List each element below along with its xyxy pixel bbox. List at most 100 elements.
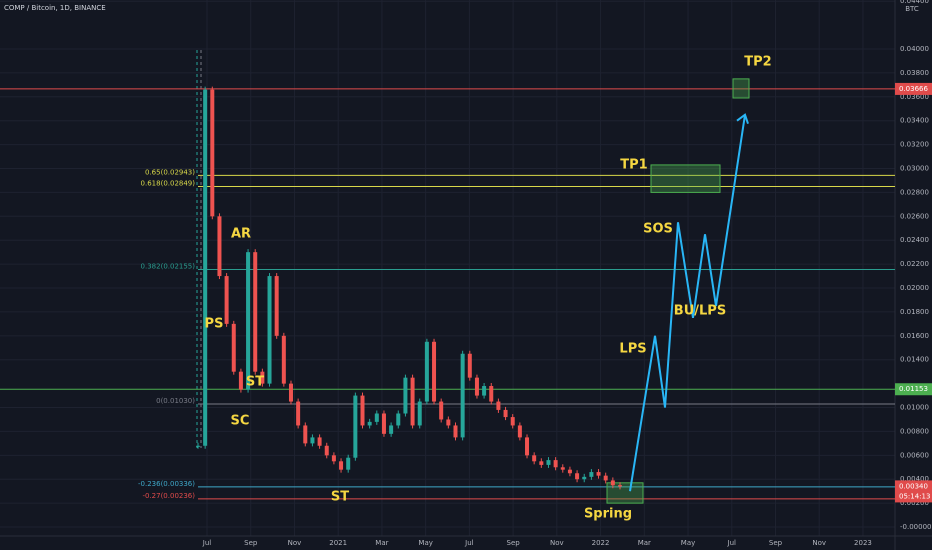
annotation: ST <box>331 490 349 505</box>
candle <box>553 460 558 468</box>
annotation: TP2 <box>744 55 771 70</box>
candle <box>403 377 408 414</box>
candle <box>288 383 293 402</box>
candle <box>453 425 458 438</box>
target-box <box>606 482 644 504</box>
fib-label: 0(0.01030) <box>156 397 195 405</box>
candle <box>281 335 286 384</box>
candle <box>317 437 322 446</box>
candle <box>353 395 358 458</box>
candle <box>560 467 565 470</box>
candle <box>217 216 222 277</box>
price-tick-label: 0.03000 <box>900 165 929 173</box>
candle <box>467 353 472 378</box>
annotation: LPS <box>619 342 646 357</box>
candle <box>389 425 394 434</box>
price-tick-label: 0.04000 <box>900 45 929 53</box>
candle <box>582 476 587 480</box>
candle <box>260 371 265 384</box>
time-tick-label: May <box>418 539 432 547</box>
candle <box>532 455 537 462</box>
price-tick-label: 0.03800 <box>900 69 929 77</box>
time-tick-label: Mar <box>638 539 651 547</box>
candle <box>367 421 372 426</box>
target-box <box>732 78 750 99</box>
time-tick-label: 2022 <box>592 539 610 547</box>
price-badge <box>895 82 932 95</box>
fib-label: 0.65(0.02943) <box>145 168 195 176</box>
last-price-label: 0.00340 <box>899 482 928 490</box>
candle <box>539 461 544 465</box>
time-tick-label: Sep <box>507 539 521 547</box>
price-tick-label: -0.00000 <box>900 523 931 531</box>
candle <box>296 401 301 426</box>
candle <box>267 276 272 384</box>
price-tick-label: 0.01800 <box>900 308 929 316</box>
candle <box>432 341 437 402</box>
price-tick-label: 0.01400 <box>900 356 929 364</box>
time-tick-label: Jul <box>727 539 737 547</box>
price-tick-label: 0.04400 <box>900 0 929 5</box>
time-tick-label: Mar <box>375 539 388 547</box>
price-tick-label: 0.02200 <box>900 260 929 268</box>
candle <box>274 276 279 336</box>
candle <box>224 276 229 324</box>
currency: BTC <box>905 5 919 13</box>
price-badge-label: 0.03666 <box>899 85 928 93</box>
candle <box>546 460 551 465</box>
price-tick-label: 0.00600 <box>900 451 929 459</box>
candle <box>618 485 622 487</box>
candle <box>503 409 508 418</box>
annotation: ST <box>246 375 264 390</box>
candle <box>575 473 580 480</box>
candle <box>439 401 444 420</box>
fib-label: -0.236(0.00336) <box>138 480 195 488</box>
candle <box>203 89 208 446</box>
price-tick-label: 0.01600 <box>900 332 929 340</box>
candle <box>374 413 379 422</box>
candle <box>196 445 200 447</box>
candle <box>474 377 479 396</box>
annotation: AR <box>231 227 251 242</box>
candle <box>396 413 401 426</box>
price-badge-label: 0.01153 <box>899 385 928 393</box>
last-price-badge <box>895 480 932 503</box>
fib-label: 0.618(0.02849) <box>141 180 196 188</box>
candle <box>339 461 344 470</box>
price-tick-label: 0.02400 <box>900 236 929 244</box>
time-tick-label: Sep <box>769 539 783 547</box>
symbol-title: COMP / Bitcoin, 1D, BINANCE <box>4 4 106 12</box>
time-tick-label: Nov <box>812 539 826 547</box>
candle <box>210 89 215 217</box>
time-tick-label: Nov <box>550 539 564 547</box>
candle <box>589 472 594 477</box>
time-tick-label: 2021 <box>329 539 347 547</box>
candle <box>603 475 608 481</box>
candle <box>310 437 315 444</box>
candle <box>417 401 422 426</box>
candle <box>489 386 494 402</box>
annotation: SOS <box>643 222 673 237</box>
candle <box>331 455 336 462</box>
candle <box>324 445 329 456</box>
countdown: 05:14:13 <box>899 492 930 500</box>
candle <box>360 395 365 426</box>
candle <box>460 353 465 438</box>
candle <box>510 417 515 426</box>
price-tick-label: 0.00400 <box>900 475 929 483</box>
candle <box>496 401 501 410</box>
candle <box>410 377 415 426</box>
annotation: SC <box>231 414 250 429</box>
projection-path <box>629 114 746 492</box>
target-box <box>650 164 721 193</box>
price-tick-label: 0.00200 <box>900 499 929 507</box>
candle <box>303 425 308 444</box>
price-badge <box>895 383 932 396</box>
time-tick-label: Jul <box>464 539 474 547</box>
price-tick-label: 0.02800 <box>900 188 929 196</box>
candle <box>424 341 429 402</box>
candle <box>446 419 451 426</box>
candle <box>346 457 351 470</box>
fib-label: 0.382(0.02155) <box>141 262 196 270</box>
